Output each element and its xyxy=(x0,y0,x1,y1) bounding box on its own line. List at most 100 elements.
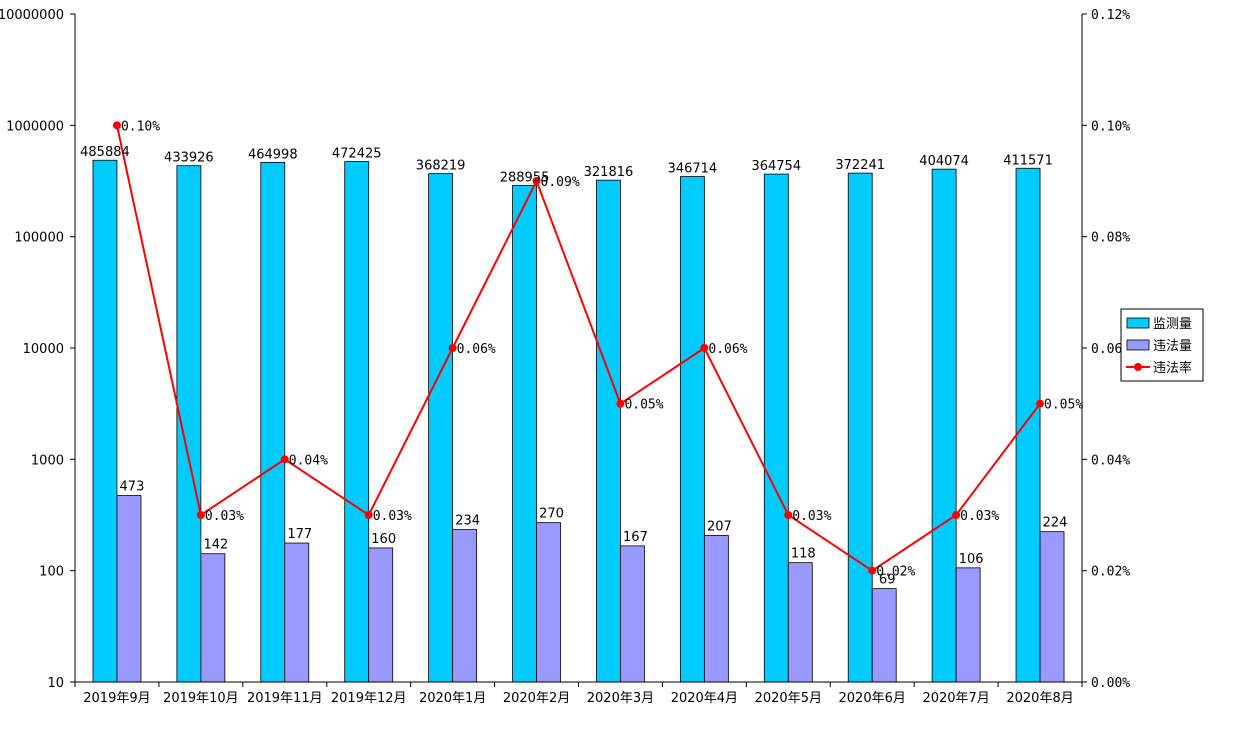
label-violation: 224 xyxy=(1043,516,1068,531)
x-tick-label: 2019年11月 xyxy=(247,691,323,706)
bar-violation xyxy=(368,547,394,683)
label-monitor: 346714 xyxy=(668,162,718,177)
label-rate: 0.10% xyxy=(121,119,160,134)
right-tick-label: 0.10% xyxy=(1091,119,1130,134)
x-tick-label: 2020年8月 xyxy=(1006,691,1073,706)
bar-monitor xyxy=(596,179,621,683)
bar-violation xyxy=(284,542,310,683)
bar-monitor xyxy=(428,173,454,683)
x-tick-label: 2020年7月 xyxy=(922,691,989,706)
bar-violation xyxy=(116,495,142,683)
label-monitor: 404074 xyxy=(919,154,969,169)
bar-monitor xyxy=(260,161,286,683)
label-monitor: 411571 xyxy=(1003,153,1053,168)
label-rate: 0.03% xyxy=(792,509,831,524)
rate-point xyxy=(616,399,625,408)
left-tick-label: 100000 xyxy=(14,231,64,246)
label-violation: 160 xyxy=(371,532,396,547)
left-tick-label: 10 xyxy=(47,676,64,691)
legend-swatch xyxy=(1126,339,1150,351)
bar-violation xyxy=(452,529,478,683)
legend-swatch-marker xyxy=(1134,363,1142,371)
x-tick-label: 2019年9月 xyxy=(83,691,150,706)
label-rate: 0.09% xyxy=(541,175,580,190)
bar-monitor xyxy=(931,168,957,683)
label-rate: 0.05% xyxy=(624,398,663,413)
left-tick-label: 1000000 xyxy=(6,119,64,134)
label-violation: 167 xyxy=(623,530,648,545)
rate-point xyxy=(112,121,121,130)
label-monitor: 364754 xyxy=(751,159,801,174)
bar-violation xyxy=(1039,531,1065,683)
label-monitor: 288955 xyxy=(500,170,550,185)
label-violation: 118 xyxy=(791,547,816,562)
left-tick-label: 10000000 xyxy=(0,8,64,23)
bars-layer xyxy=(92,159,1065,683)
label-violation: 270 xyxy=(539,507,564,522)
label-violation: 234 xyxy=(455,514,480,529)
label-rate: 0.05% xyxy=(1044,398,1083,413)
bar-monitor xyxy=(512,184,537,683)
left-tick-label: 1000 xyxy=(31,453,64,468)
label-violation: 207 xyxy=(707,519,732,534)
rate-point xyxy=(952,511,961,519)
label-violation: 142 xyxy=(203,538,228,553)
rate-line-layer xyxy=(112,121,1045,575)
bar-monitor xyxy=(1015,167,1041,683)
rate-point xyxy=(784,511,793,519)
rate-point xyxy=(448,344,457,352)
rate-point xyxy=(280,455,289,464)
bar-monitor xyxy=(344,161,370,683)
bar-violation xyxy=(200,553,226,683)
label-rate: 0.03% xyxy=(373,509,412,524)
bar-violation xyxy=(703,535,729,683)
rate-point xyxy=(196,511,205,519)
x-tick-label: 2020年6月 xyxy=(839,691,906,706)
bar-monitor xyxy=(92,159,118,683)
bar-monitor xyxy=(847,172,873,683)
label-rate: 0.02% xyxy=(876,565,915,580)
rate-point xyxy=(1036,399,1045,408)
label-rate: 0.03% xyxy=(205,509,244,524)
bar-monitor xyxy=(763,173,789,683)
label-monitor: 433926 xyxy=(164,151,214,166)
legend-label: 违法率 xyxy=(1153,360,1192,376)
right-tick-label: 0.12% xyxy=(1091,8,1130,23)
right-tick-label: 0.00% xyxy=(1091,676,1130,691)
right-tick-label: 0.02% xyxy=(1091,565,1130,580)
right-tick-label: 0.04% xyxy=(1091,453,1130,468)
right-tick-label: 0.06% xyxy=(1091,342,1130,357)
rate-line xyxy=(115,125,1041,572)
label-rate: 0.06% xyxy=(457,342,496,357)
rate-point xyxy=(868,566,877,575)
bar-violation xyxy=(871,588,897,683)
x-tick-label: 2020年3月 xyxy=(587,691,654,706)
legend-label: 违法量 xyxy=(1153,339,1192,354)
x-tick-label: 2019年12月 xyxy=(331,691,407,706)
x-tick-label: 2020年4月 xyxy=(671,691,738,706)
rate-point xyxy=(700,344,709,352)
label-rate: 0.04% xyxy=(289,453,328,468)
left-tick-label: 10000 xyxy=(23,342,64,357)
label-monitor: 368219 xyxy=(416,159,466,174)
label-monitor: 372241 xyxy=(835,158,885,173)
rate-point xyxy=(532,177,541,185)
label-violation: 69 xyxy=(879,573,896,588)
label-monitor: 485884 xyxy=(80,145,130,160)
x-tick-label: 2020年5月 xyxy=(755,691,822,706)
bar-violation xyxy=(787,562,813,683)
bar-monitor xyxy=(679,176,705,683)
axes-layer: 2019年9月 2019年10月 2019年11月 2019年12月 2020年1月 20… xyxy=(0,8,1130,706)
label-violation: 473 xyxy=(120,480,145,495)
rate-point xyxy=(364,511,373,519)
label-rate: 0.03% xyxy=(960,509,999,524)
label-violation: 106 xyxy=(959,552,984,567)
data-labels-layer: 485884 473 433926 142 464998 177 472425 160 3682… xyxy=(80,119,1083,587)
bar-violation xyxy=(620,545,645,683)
legend-label: 监测量 xyxy=(1153,317,1192,332)
legend-swatch xyxy=(1126,317,1150,329)
label-violation: 177 xyxy=(287,527,312,542)
label-monitor: 321816 xyxy=(584,165,634,180)
label-monitor: 464998 xyxy=(248,147,298,162)
